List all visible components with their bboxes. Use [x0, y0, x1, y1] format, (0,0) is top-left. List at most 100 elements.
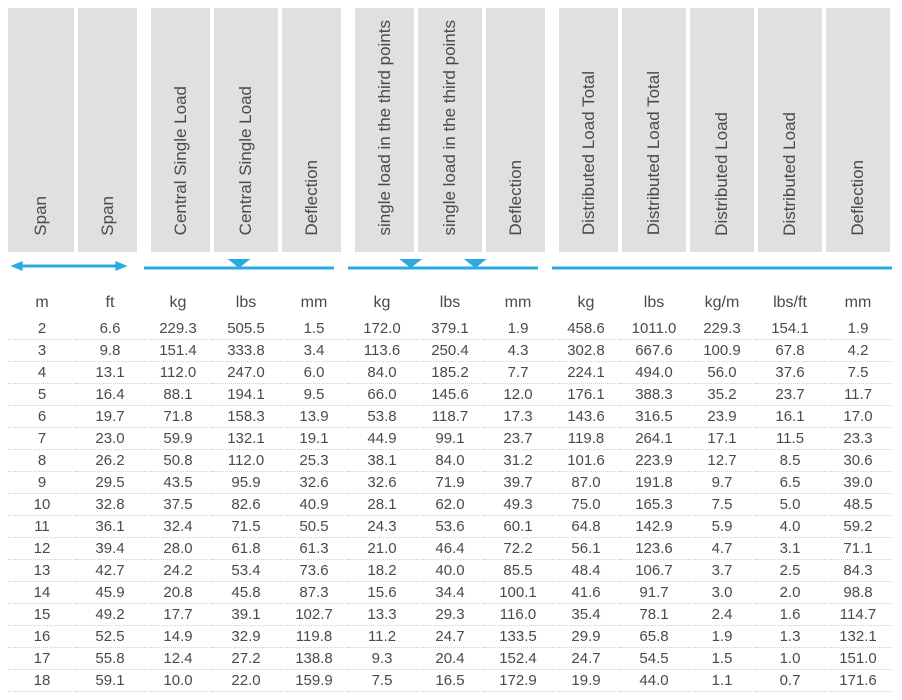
load-table-container: SpanSpanCentral Single LoadCentral Singl…	[8, 8, 894, 692]
table-row: 1755.812.427.2138.89.320.4152.424.754.51…	[8, 648, 892, 670]
cell-d_defl: 132.1	[824, 626, 892, 648]
cell-dt_lbs: 44.0	[620, 670, 688, 692]
cell-span_ft: 19.7	[76, 406, 144, 428]
cell-span_ft: 6.6	[76, 318, 144, 340]
cell-csl_lbs: 112.0	[212, 450, 280, 472]
cell-span_ft: 13.1	[76, 362, 144, 384]
header-row: SpanSpanCentral Single LoadCentral Singl…	[8, 8, 892, 252]
cell-tp_kg: 21.0	[348, 538, 416, 560]
cell-d_defl: 4.2	[824, 340, 892, 362]
col-header-csl_lbs: Central Single Load	[212, 8, 280, 252]
cell-dl_lbft: 2.5	[756, 560, 824, 582]
cell-csl_defl: 138.8	[280, 648, 348, 670]
cell-csl_lbs: 505.5	[212, 318, 280, 340]
cell-tp_lbs: 34.4	[416, 582, 484, 604]
cell-csl_lbs: 53.4	[212, 560, 280, 582]
cell-csl_kg: 229.3	[144, 318, 212, 340]
cell-span_m: 3	[8, 340, 76, 362]
unit-dl_kgm: kg/m	[688, 280, 756, 318]
cell-csl_lbs: 247.0	[212, 362, 280, 384]
cell-dt_kg: 35.4	[552, 604, 620, 626]
cell-dt_lbs: 316.5	[620, 406, 688, 428]
col-header-label: Distributed Load	[780, 104, 800, 244]
cell-d_defl: 17.0	[824, 406, 892, 428]
cell-dl_kgm: 229.3	[688, 318, 756, 340]
cell-csl_kg: 20.8	[144, 582, 212, 604]
col-header-label: Distributed Load	[712, 104, 732, 244]
unit-csl_defl: mm	[280, 280, 348, 318]
cell-span_ft: 59.1	[76, 670, 144, 692]
cell-span_m: 17	[8, 648, 76, 670]
cell-tp_lbs: 379.1	[416, 318, 484, 340]
cell-tp_kg: 13.3	[348, 604, 416, 626]
cell-dt_lbs: 65.8	[620, 626, 688, 648]
cell-span_ft: 26.2	[76, 450, 144, 472]
cell-csl_kg: 17.7	[144, 604, 212, 626]
divider-icon-double-arrow	[8, 256, 130, 276]
cell-tp_defl: 60.1	[484, 516, 552, 538]
cell-tp_lbs: 71.9	[416, 472, 484, 494]
cell-csl_defl: 3.4	[280, 340, 348, 362]
cell-tp_lbs: 24.7	[416, 626, 484, 648]
cell-csl_lbs: 27.2	[212, 648, 280, 670]
cell-csl_lbs: 39.1	[212, 604, 280, 626]
cell-d_defl: 23.3	[824, 428, 892, 450]
cell-csl_defl: 87.3	[280, 582, 348, 604]
cell-tp_kg: 113.6	[348, 340, 416, 362]
cell-tp_defl: 39.7	[484, 472, 552, 494]
cell-csl_lbs: 61.8	[212, 538, 280, 560]
cell-tp_lbs: 16.5	[416, 670, 484, 692]
table-row: 39.8151.4333.83.4113.6250.44.3302.8667.6…	[8, 340, 892, 362]
cell-span_m: 14	[8, 582, 76, 604]
cell-tp_kg: 44.9	[348, 428, 416, 450]
cell-tp_lbs: 84.0	[416, 450, 484, 472]
cell-span_m: 13	[8, 560, 76, 582]
cell-csl_defl: 13.9	[280, 406, 348, 428]
cell-dt_kg: 302.8	[552, 340, 620, 362]
cell-csl_defl: 159.9	[280, 670, 348, 692]
table-row: 1652.514.932.9119.811.224.7133.529.965.8…	[8, 626, 892, 648]
cell-csl_kg: 37.5	[144, 494, 212, 516]
cell-tp_defl: 31.2	[484, 450, 552, 472]
cell-csl_defl: 9.5	[280, 384, 348, 406]
cell-dl_lbft: 1.3	[756, 626, 824, 648]
cell-csl_defl: 119.8	[280, 626, 348, 648]
cell-span_m: 2	[8, 318, 76, 340]
cell-span_m: 15	[8, 604, 76, 626]
cell-tp_lbs: 46.4	[416, 538, 484, 560]
cell-dl_kgm: 3.0	[688, 582, 756, 604]
cell-csl_kg: 28.0	[144, 538, 212, 560]
cell-dl_lbft: 8.5	[756, 450, 824, 472]
unit-tp_lbs: lbs	[416, 280, 484, 318]
cell-dl_kgm: 56.0	[688, 362, 756, 384]
table-row: 1342.724.253.473.618.240.085.548.4106.73…	[8, 560, 892, 582]
cell-tp_defl: 7.7	[484, 362, 552, 384]
col-header-label: single load in the third points	[375, 12, 395, 243]
cell-dt_kg: 48.4	[552, 560, 620, 582]
cell-span_m: 7	[8, 428, 76, 450]
cell-dt_kg: 56.1	[552, 538, 620, 560]
cell-dt_kg: 64.8	[552, 516, 620, 538]
cell-tp_lbs: 53.6	[416, 516, 484, 538]
cell-csl_kg: 10.0	[144, 670, 212, 692]
col-header-label: Deflection	[302, 152, 322, 244]
cell-dl_lbft: 1.0	[756, 648, 824, 670]
table-row: 1445.920.845.887.315.634.4100.141.691.73…	[8, 582, 892, 604]
cell-dt_kg: 176.1	[552, 384, 620, 406]
cell-dl_kgm: 3.7	[688, 560, 756, 582]
cell-csl_kg: 12.4	[144, 648, 212, 670]
table-row: 1136.132.471.550.524.353.660.164.8142.95…	[8, 516, 892, 538]
cell-tp_defl: 116.0	[484, 604, 552, 626]
cell-dl_kgm: 7.5	[688, 494, 756, 516]
cell-dt_kg: 29.9	[552, 626, 620, 648]
cell-csl_defl: 19.1	[280, 428, 348, 450]
cell-d_defl: 7.5	[824, 362, 892, 384]
cell-span_ft: 32.8	[76, 494, 144, 516]
cell-tp_kg: 9.3	[348, 648, 416, 670]
table-head: SpanSpanCentral Single LoadCentral Singl…	[8, 8, 892, 252]
cell-tp_lbs: 145.6	[416, 384, 484, 406]
cell-span_ft: 39.4	[76, 538, 144, 560]
col-header-label: Distributed Load Total	[579, 63, 599, 243]
cell-csl_lbs: 71.5	[212, 516, 280, 538]
cell-csl_kg: 50.8	[144, 450, 212, 472]
